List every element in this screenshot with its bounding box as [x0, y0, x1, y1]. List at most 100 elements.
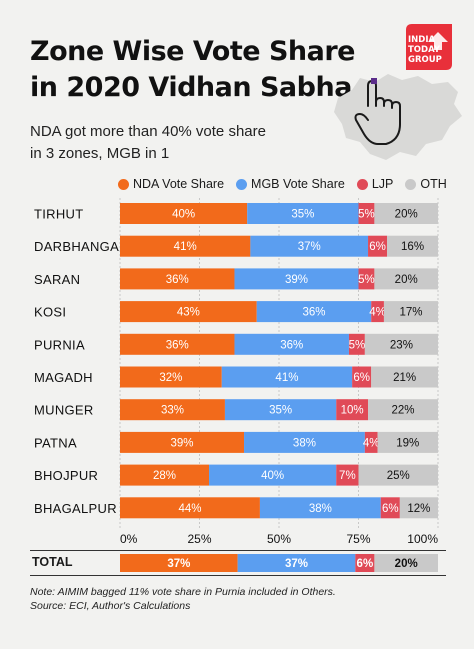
row-tirhut-bar-nda	[120, 203, 248, 224]
row-purnia-label-mgb: 36%	[280, 339, 303, 351]
legend-item-oth: OTH	[405, 177, 447, 191]
legend-swatch-nda	[118, 178, 129, 190]
row-saran-bar-mgb	[234, 268, 359, 290]
row-bhagalpur-bar-ljp	[380, 497, 400, 519]
row-kosi-label-nda: 43%	[177, 307, 200, 319]
logo-text-group: GROUP	[408, 55, 442, 65]
row-patna-bar-nda	[120, 431, 245, 453]
x-tick-0: 0%	[120, 532, 138, 546]
row-kosi-label-ljp: 4%	[369, 307, 386, 319]
row-patna-bar-oth	[377, 431, 438, 453]
total-bottom-rule	[30, 575, 446, 576]
row-saran-bar-ljp	[358, 268, 375, 290]
subtitle-line-1: NDA got more than 40% vote share	[30, 123, 266, 140]
chart-title: Zone Wise Vote Share in 2020 Vidhan Sabh…	[30, 34, 360, 106]
row-munger-label-nda: 33%	[161, 405, 184, 417]
category-label-bhojpur: BHOJPUR	[34, 468, 98, 483]
total-bar-mgb	[237, 554, 356, 572]
row-darbhanga-bar-nda	[120, 235, 251, 257]
row-tirhut-bar-oth	[374, 203, 438, 224]
row-kosi-bar-mgb	[256, 301, 372, 323]
row-saran-label-ljp: 5%	[358, 274, 375, 286]
row-bhagalpur-bar-oth	[399, 497, 438, 519]
legend-swatch-mgb	[236, 178, 248, 190]
title-line-1: Zone Wise Vote Share	[30, 36, 355, 67]
row-magadh-bar-ljp	[352, 366, 372, 388]
row-tirhut-label-ljp: 5%	[358, 209, 375, 221]
row-patna-label-oth: 19%	[396, 437, 419, 449]
row-munger-bar-nda	[120, 399, 225, 421]
row-kosi-label-mgb: 36%	[302, 307, 325, 319]
logo-text-today: TODAY	[408, 45, 441, 55]
row-bhagalpur-bar-mgb	[259, 497, 381, 519]
row-purnia-bar-mgb	[234, 333, 349, 355]
legend-swatch-ljp	[356, 178, 368, 190]
row-magadh-label-mgb: 41%	[275, 372, 298, 384]
row-purnia-bar-nda	[120, 333, 235, 355]
row-bhojpur-label-mgb: 40%	[261, 470, 284, 482]
legend-label-nda: NDA Vote Share	[133, 177, 225, 191]
row-patna-label-mgb: 38%	[293, 437, 316, 449]
row-patna-bar-mgb	[244, 431, 365, 453]
row-bhagalpur-label-mgb: 38%	[309, 503, 332, 515]
row-patna-bar-ljp	[364, 431, 378, 453]
row-bhagalpur-bar-nda	[120, 497, 260, 519]
row-darbhanga-bar-ljp	[368, 235, 388, 257]
legend-label-mgb: MGB Vote Share	[251, 177, 345, 191]
row-patna-label-nda: 39%	[170, 437, 193, 449]
row-tirhut-label-oth: 20%	[395, 209, 418, 221]
legend-item-nda: NDA Vote Share	[118, 177, 224, 191]
row-saran-bar-nda	[120, 268, 235, 290]
row-munger-label-oth: 22%	[392, 405, 415, 417]
total-label-nda: 37%	[167, 558, 190, 570]
row-saran-label-mgb: 39%	[285, 274, 308, 286]
row-darbhanga-label-mgb: 37%	[298, 241, 321, 253]
x-tick-2: 50%	[267, 532, 291, 546]
row-saran-bar-oth	[374, 268, 438, 290]
category-label-kosi: KOSI	[34, 305, 66, 320]
legend-item-ljp: LJP	[356, 177, 394, 191]
row-bhagalpur-label-oth: 12%	[407, 503, 430, 515]
row-bhojpur-bar-oth	[358, 464, 438, 486]
row-bhojpur-bar-ljp	[336, 464, 359, 486]
row-purnia-label-oth: 23%	[390, 339, 413, 351]
total-label-oth: 20%	[395, 558, 418, 570]
total-label-ljp: 6%	[357, 558, 374, 570]
legend-label-oth: OTH	[420, 177, 447, 191]
row-kosi-label-oth: 17%	[399, 307, 422, 319]
total-label-mgb: 37%	[285, 558, 308, 570]
bihar-map-icon	[334, 74, 462, 160]
title-line-2: in 2020 Vidhan Sabha	[30, 72, 352, 103]
total-row: TOTAL	[30, 550, 446, 576]
legend-label-ljp: LJP	[371, 177, 394, 191]
row-saran-label-oth: 20%	[395, 274, 418, 286]
row-saran-label-nda: 36%	[166, 274, 189, 286]
total-label: TOTAL	[32, 555, 73, 569]
row-bhojpur-label-nda: 28%	[153, 470, 176, 482]
category-label-magadh: MAGADH	[34, 370, 93, 385]
row-darbhanga-label-oth: 16%	[401, 241, 424, 253]
row-patna-label-ljp: 4%	[363, 437, 380, 449]
x-tick-1: 25%	[187, 532, 211, 546]
category-label-tirhut: TIRHUT	[34, 207, 83, 222]
category-label-saran: SARAN	[34, 272, 80, 287]
row-kosi-bar-oth	[383, 301, 438, 323]
row-tirhut-bar-ljp	[358, 203, 375, 224]
row-magadh-label-oth: 21%	[393, 372, 416, 384]
category-label-munger: MUNGER	[34, 403, 94, 418]
row-darbhanga-bar-oth	[387, 235, 438, 257]
source-text: Source: ECI, Author's Calculations	[30, 600, 191, 612]
row-darbhanga-label-ljp: 6%	[369, 241, 386, 253]
x-tick-3: 75%	[346, 532, 370, 546]
row-purnia-bar-oth	[364, 333, 438, 355]
row-purnia-label-nda: 36%	[166, 339, 189, 351]
india-today-group-logo: INDIA TODAY GROUP	[406, 24, 452, 70]
row-munger-bar-oth	[368, 399, 438, 421]
subtitle-line-2: in 3 zones, MGB in 1	[30, 145, 170, 162]
row-magadh-bar-oth	[371, 366, 438, 388]
row-darbhanga-bar-mgb	[250, 235, 369, 257]
total-top-rule	[30, 550, 446, 551]
row-munger-label-mgb: 35%	[269, 405, 292, 417]
row-magadh-label-nda: 32%	[159, 372, 182, 384]
